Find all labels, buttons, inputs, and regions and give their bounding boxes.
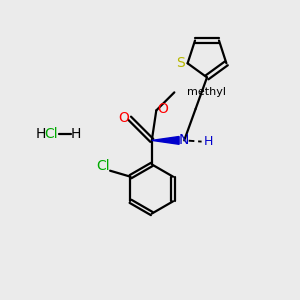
Text: O: O — [157, 102, 168, 116]
Text: methyl: methyl — [187, 87, 226, 98]
Text: H: H — [71, 128, 81, 141]
Text: O: O — [118, 110, 129, 124]
Text: S: S — [176, 56, 184, 70]
Text: H: H — [35, 128, 46, 141]
Text: N: N — [178, 133, 189, 147]
Polygon shape — [152, 136, 179, 144]
Text: Cl: Cl — [96, 160, 110, 173]
Text: H: H — [203, 135, 213, 148]
Text: Cl: Cl — [44, 128, 58, 141]
